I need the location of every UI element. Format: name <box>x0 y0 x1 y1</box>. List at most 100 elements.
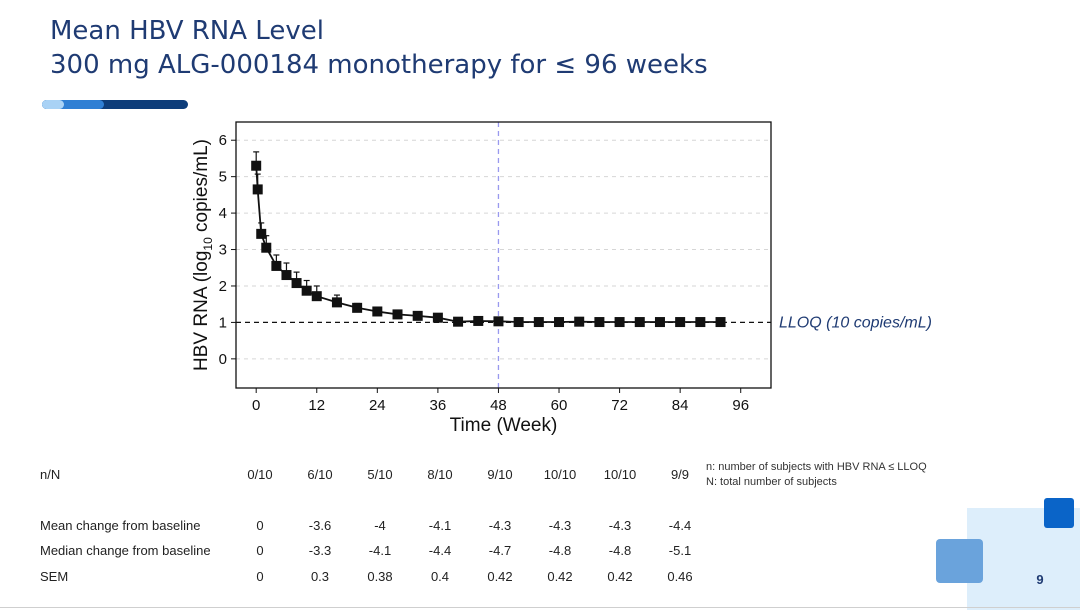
data-point <box>695 317 706 328</box>
y-tick-label: 2 <box>219 278 227 295</box>
data-point <box>256 228 267 239</box>
x-tick-label: 72 <box>611 397 628 414</box>
y-tick-label: 6 <box>219 132 227 149</box>
x-tick-label: 24 <box>369 397 386 414</box>
y-axis-label: HBV RNA (log10 copies/mL) <box>191 139 215 371</box>
table-row-label: Median change from baseline <box>40 543 211 558</box>
y-tick-label: 1 <box>219 314 227 331</box>
data-point <box>261 242 272 253</box>
data-point <box>554 317 565 328</box>
footer-rule <box>0 607 1080 608</box>
table-cell: 0.42 <box>487 569 513 584</box>
x-tick-label: 96 <box>732 397 749 414</box>
page-number: 9 <box>1036 572 1044 587</box>
table-cell: 0.3 <box>310 569 330 584</box>
y-tick-label: 3 <box>219 242 227 259</box>
table-cell: -4.8 <box>548 543 572 558</box>
accent-bar-mid <box>42 100 104 109</box>
slide-title: Mean HBV RNA Level 300 mg ALG-000184 mon… <box>50 14 708 82</box>
table-cell: 0.46 <box>667 569 693 584</box>
nn-cell: 5/10 <box>367 467 393 482</box>
table-cell: 0.4 <box>430 569 450 584</box>
table-legend-note: n: number of subjects with HBV RNA ≤ LLO… <box>706 460 927 490</box>
x-tick-label: 36 <box>430 397 447 414</box>
data-point <box>594 317 605 328</box>
nn-cell: 10/10 <box>603 467 637 482</box>
data-point <box>311 291 322 302</box>
data-point <box>252 184 263 195</box>
data-point <box>301 285 312 296</box>
decorative-square-light <box>936 539 983 583</box>
x-tick-label: 84 <box>672 397 689 414</box>
data-point <box>453 316 464 327</box>
table-cell: 0.38 <box>367 569 393 584</box>
note-line-1: n: number of subjects with HBV RNA ≤ LLO… <box>706 461 927 473</box>
data-point <box>331 297 342 308</box>
table-cell: -4.4 <box>428 543 452 558</box>
table-cell: -4 <box>374 518 386 533</box>
table-cell: -4.3 <box>488 518 512 533</box>
accent-bar-light <box>42 100 64 109</box>
nn-cell: 10/10 <box>543 467 577 482</box>
table-cell: -4.1 <box>368 543 392 558</box>
table-cell: 0 <box>256 543 264 558</box>
table-cell: -5.1 <box>668 543 692 558</box>
table-cell: 0 <box>256 569 264 584</box>
data-point <box>291 278 302 289</box>
data-point <box>634 317 645 328</box>
x-tick-label: 12 <box>308 397 325 414</box>
x-tick-label: 0 <box>252 397 260 414</box>
nn-cell: 6/10 <box>307 467 333 482</box>
x-tick-label: 60 <box>551 397 568 414</box>
data-point <box>533 317 544 328</box>
data-point <box>392 309 403 320</box>
data-point <box>281 270 292 281</box>
table-cell: 0.42 <box>607 569 633 584</box>
table-cell: 0 <box>256 518 264 533</box>
data-point <box>715 317 726 328</box>
table-cell: -4.4 <box>668 518 692 533</box>
mean-line <box>255 165 721 323</box>
title-line-2: 300 mg ALG-000184 monotherapy for ≤ 96 w… <box>50 50 708 80</box>
data-point <box>513 317 524 328</box>
table-cell: -4.7 <box>488 543 512 558</box>
lloq-label: LLOQ (10 copies/mL) <box>779 314 932 331</box>
data-point <box>473 315 484 326</box>
decorative-square-dark <box>1044 498 1074 528</box>
table-cell: -4.3 <box>548 518 572 533</box>
x-tick-label: 48 <box>490 397 507 414</box>
data-point <box>352 302 363 313</box>
data-point <box>251 160 262 171</box>
nn-cell: 8/10 <box>427 467 453 482</box>
table-cell: -4.3 <box>608 518 632 533</box>
y-tick-label: 4 <box>219 205 227 222</box>
accent-bar-dark <box>42 100 188 109</box>
data-point <box>493 316 504 327</box>
x-axis-label: Time (Week) <box>450 415 558 436</box>
y-tick-label: 5 <box>219 169 227 186</box>
table-row-label: SEM <box>40 569 69 584</box>
data-point <box>372 306 383 317</box>
data-point <box>412 310 423 321</box>
plot-frame <box>235 121 772 389</box>
data-point <box>654 317 665 328</box>
table-cell: 0.42 <box>547 569 573 584</box>
table-cell: -3.6 <box>308 518 332 533</box>
table-cell: -4.8 <box>608 543 632 558</box>
data-point <box>432 312 443 323</box>
nn-cell: 0/10 <box>247 467 273 482</box>
table-cell: -4.1 <box>428 518 452 533</box>
table-row-label: Mean change from baseline <box>40 518 201 533</box>
data-point <box>614 317 625 328</box>
data-point <box>574 316 585 327</box>
nn-row-label: n/N <box>40 467 61 482</box>
title-line-1: Mean HBV RNA Level <box>50 16 324 46</box>
nn-cell: 9/10 <box>487 467 513 482</box>
data-point <box>271 260 282 271</box>
note-line-2: N: total number of subjects <box>706 476 837 488</box>
table-cell: -3.3 <box>308 543 332 558</box>
data-point <box>675 317 686 328</box>
y-tick-label: 0 <box>219 351 227 368</box>
nn-cell: 9/9 <box>670 467 690 482</box>
